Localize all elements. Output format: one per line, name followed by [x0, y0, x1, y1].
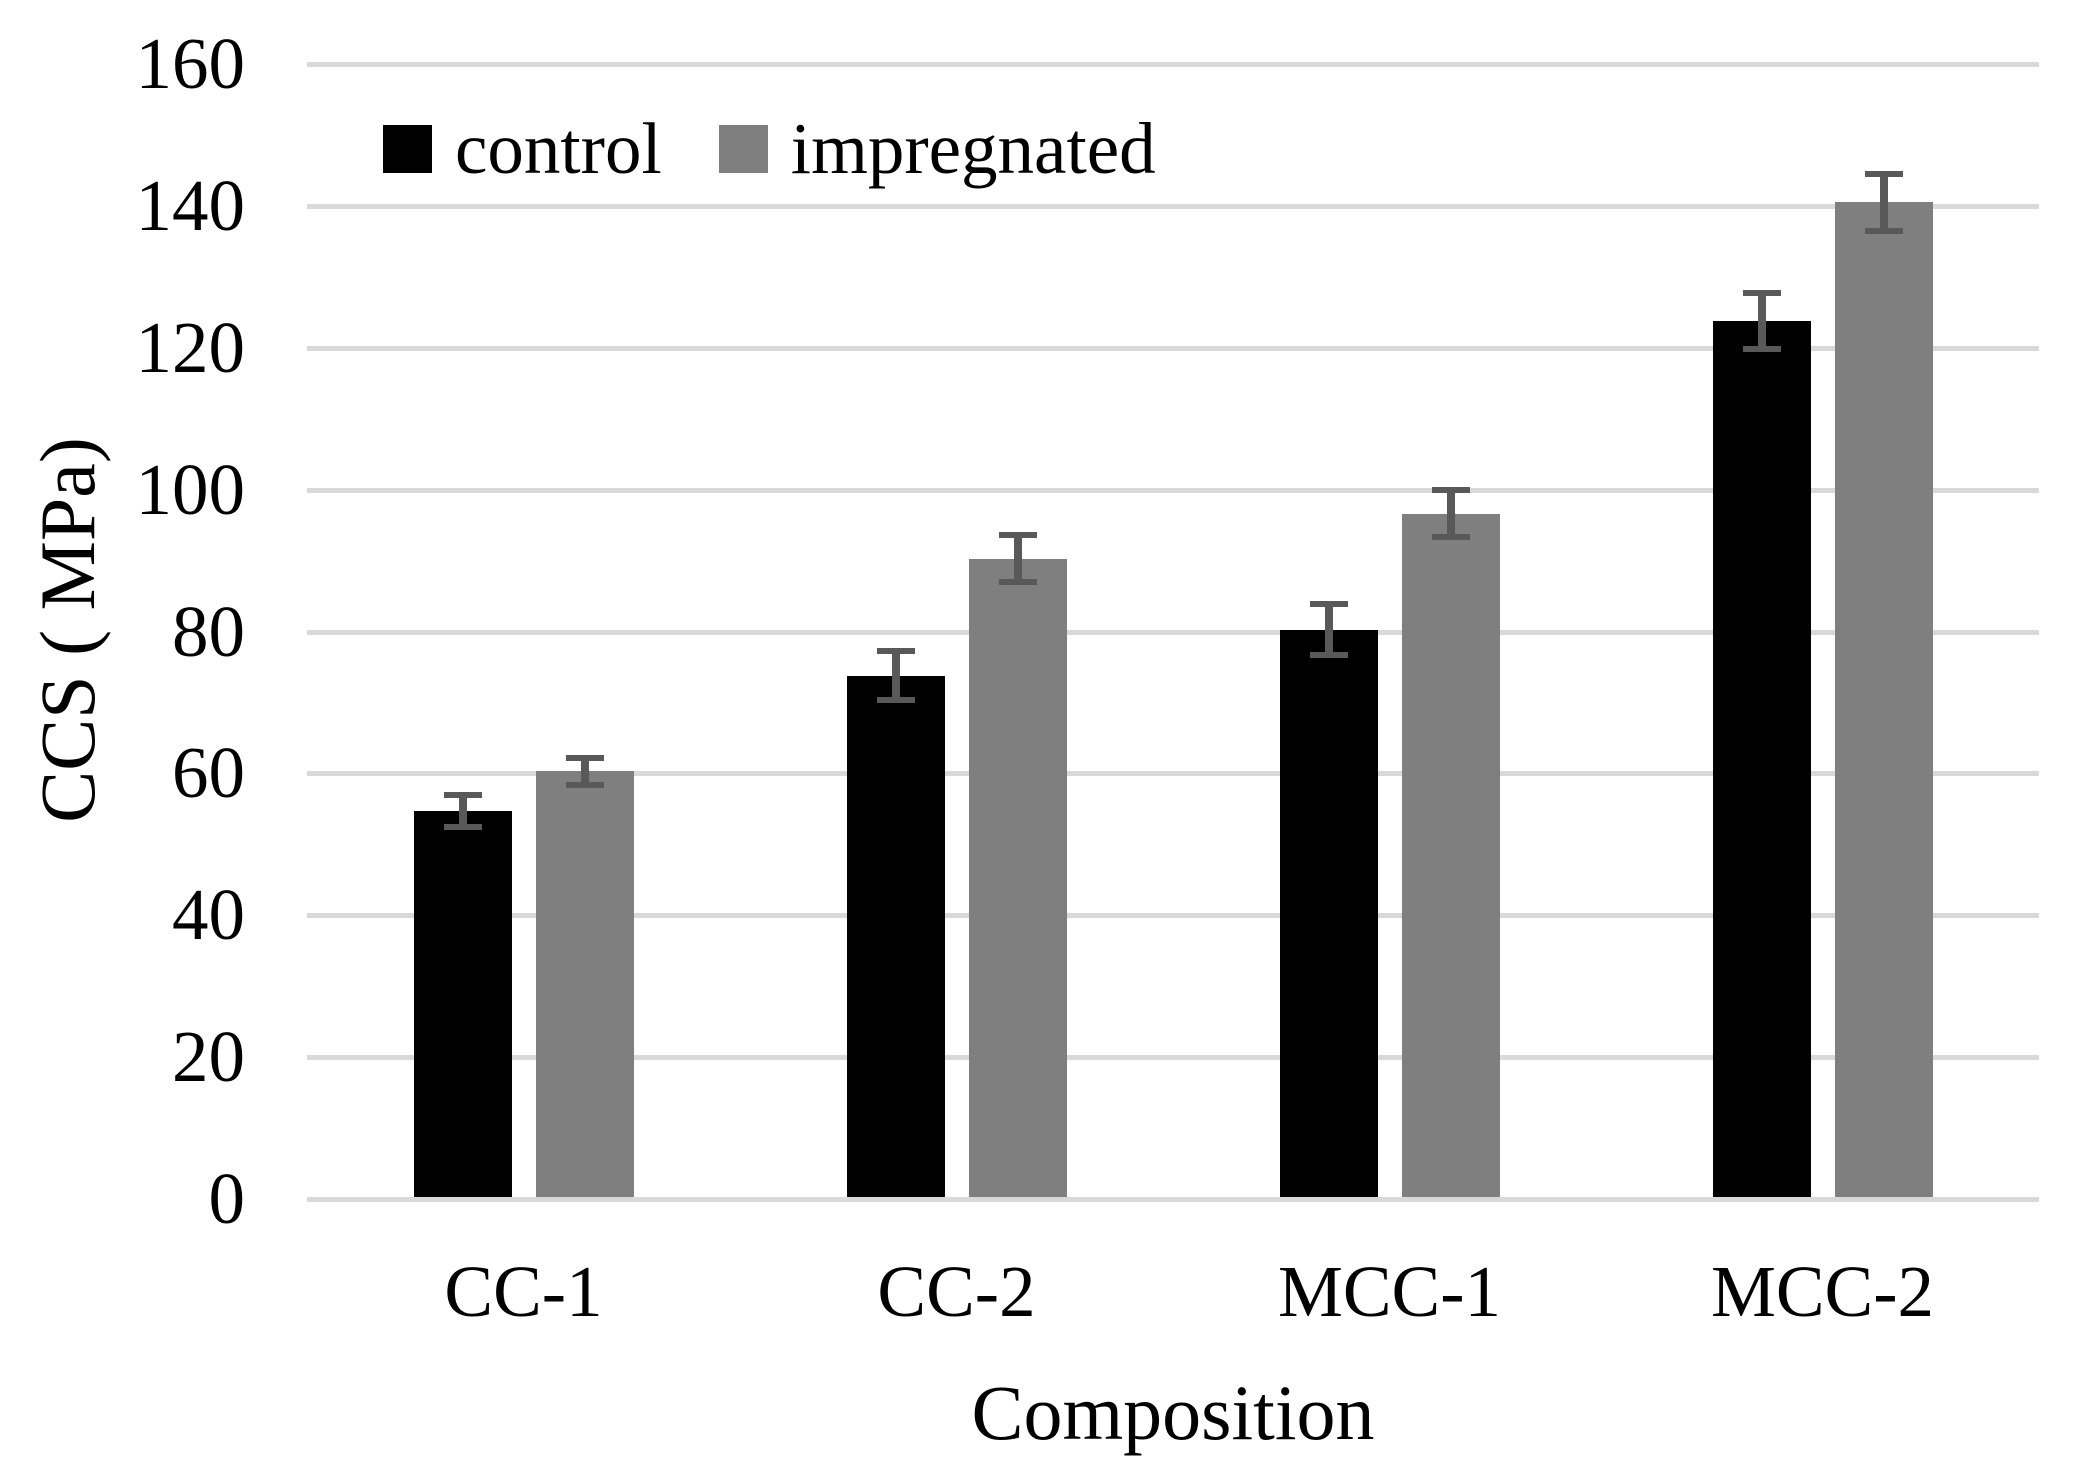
x-tick-label-MCC-1: MCC-1 [1277, 1251, 1502, 1332]
y-tick-label-160: 160 [135, 23, 246, 104]
y-tick-label-20: 20 [172, 1016, 245, 1098]
legend: control impregnated [383, 112, 1156, 185]
error-bar-cap-top-control-MCC-1 [1309, 600, 1348, 607]
error-bar-cap-top-impregnated-MCC-2 [1864, 171, 1903, 178]
bar-control-MCC-1 [1279, 629, 1378, 1197]
gridline-y-140 [307, 203, 2039, 209]
error-bar-cap-top-impregnated-MCC-1 [1431, 487, 1470, 494]
gridline-y-0 [307, 1197, 2039, 1202]
error-bar-stem-control-CC-2 [891, 650, 900, 701]
gridline-y-160 [307, 62, 2039, 67]
error-bar-cap-top-control-CC-1 [443, 791, 482, 798]
bar-impregnated-CC-2 [968, 558, 1067, 1197]
gridline-y-120 [307, 345, 2039, 351]
error-bar-cap-bottom-impregnated-MCC-1 [1431, 534, 1470, 541]
error-bar-cap-top-control-MCC-2 [1742, 289, 1781, 296]
error-bar-cap-bottom-impregnated-CC-1 [565, 781, 604, 788]
gridline-y-80 [307, 629, 2039, 635]
x-tick-label-CC-2: CC-2 [877, 1251, 1036, 1332]
legend-label-impregnated: impregnated [790, 108, 1156, 189]
legend-item-impregnated: impregnated [718, 108, 1156, 189]
legend-swatch-control [383, 124, 432, 173]
bar-impregnated-CC-1 [535, 771, 634, 1197]
gridline-y-20 [307, 1055, 2039, 1061]
error-bar-cap-bottom-control-MCC-2 [1742, 346, 1781, 353]
gridline-y-40 [307, 913, 2039, 919]
x-tick-label-CC-1: CC-1 [444, 1251, 603, 1332]
error-bar-cap-bottom-control-MCC-1 [1309, 652, 1348, 659]
error-bar-stem-impregnated-MCC-1 [1446, 490, 1455, 538]
error-bar-stem-control-MCC-1 [1324, 603, 1333, 656]
x-axis-title: Composition [971, 1369, 1375, 1456]
legend-label-control: control [455, 108, 662, 189]
error-bar-cap-top-control-CC-2 [876, 647, 915, 654]
gridline-y-60 [307, 771, 2039, 777]
bar-control-MCC-2 [1712, 320, 1811, 1197]
y-tick-label-80: 80 [172, 590, 245, 672]
error-bar-stem-control-MCC-2 [1757, 292, 1766, 350]
gridline-y-100 [307, 487, 2039, 493]
y-tick-label-120: 120 [135, 306, 246, 388]
legend-item-control: control [383, 112, 662, 185]
error-bar-stem-impregnated-MCC-2 [1879, 174, 1888, 231]
error-bar-cap-bottom-control-CC-1 [443, 824, 482, 831]
bar-control-CC-1 [413, 811, 512, 1197]
y-tick-label-40: 40 [172, 874, 245, 956]
bar-impregnated-MCC-2 [1834, 202, 1933, 1197]
error-bar-stem-control-CC-1 [458, 794, 467, 828]
error-bar-cap-bottom-control-CC-2 [876, 697, 915, 704]
y-tick-label-0: 0 [208, 1158, 246, 1239]
error-bar-cap-top-impregnated-CC-1 [565, 754, 604, 761]
error-bar-stem-impregnated-CC-1 [580, 757, 589, 785]
error-bar-stem-impregnated-CC-2 [1013, 535, 1022, 582]
bar-impregnated-MCC-1 [1401, 513, 1500, 1197]
y-tick-label-60: 60 [172, 732, 245, 814]
bar-control-CC-2 [846, 675, 945, 1197]
y-tick-label-100: 100 [135, 448, 246, 530]
x-tick-label-MCC-2: MCC-2 [1710, 1251, 1935, 1332]
y-tick-label-140: 140 [135, 164, 246, 246]
error-bar-cap-bottom-impregnated-MCC-2 [1864, 227, 1903, 234]
error-bar-cap-bottom-impregnated-CC-2 [998, 578, 1037, 585]
legend-swatch-impregnated [718, 124, 768, 173]
error-bar-cap-top-impregnated-CC-2 [998, 532, 1037, 539]
